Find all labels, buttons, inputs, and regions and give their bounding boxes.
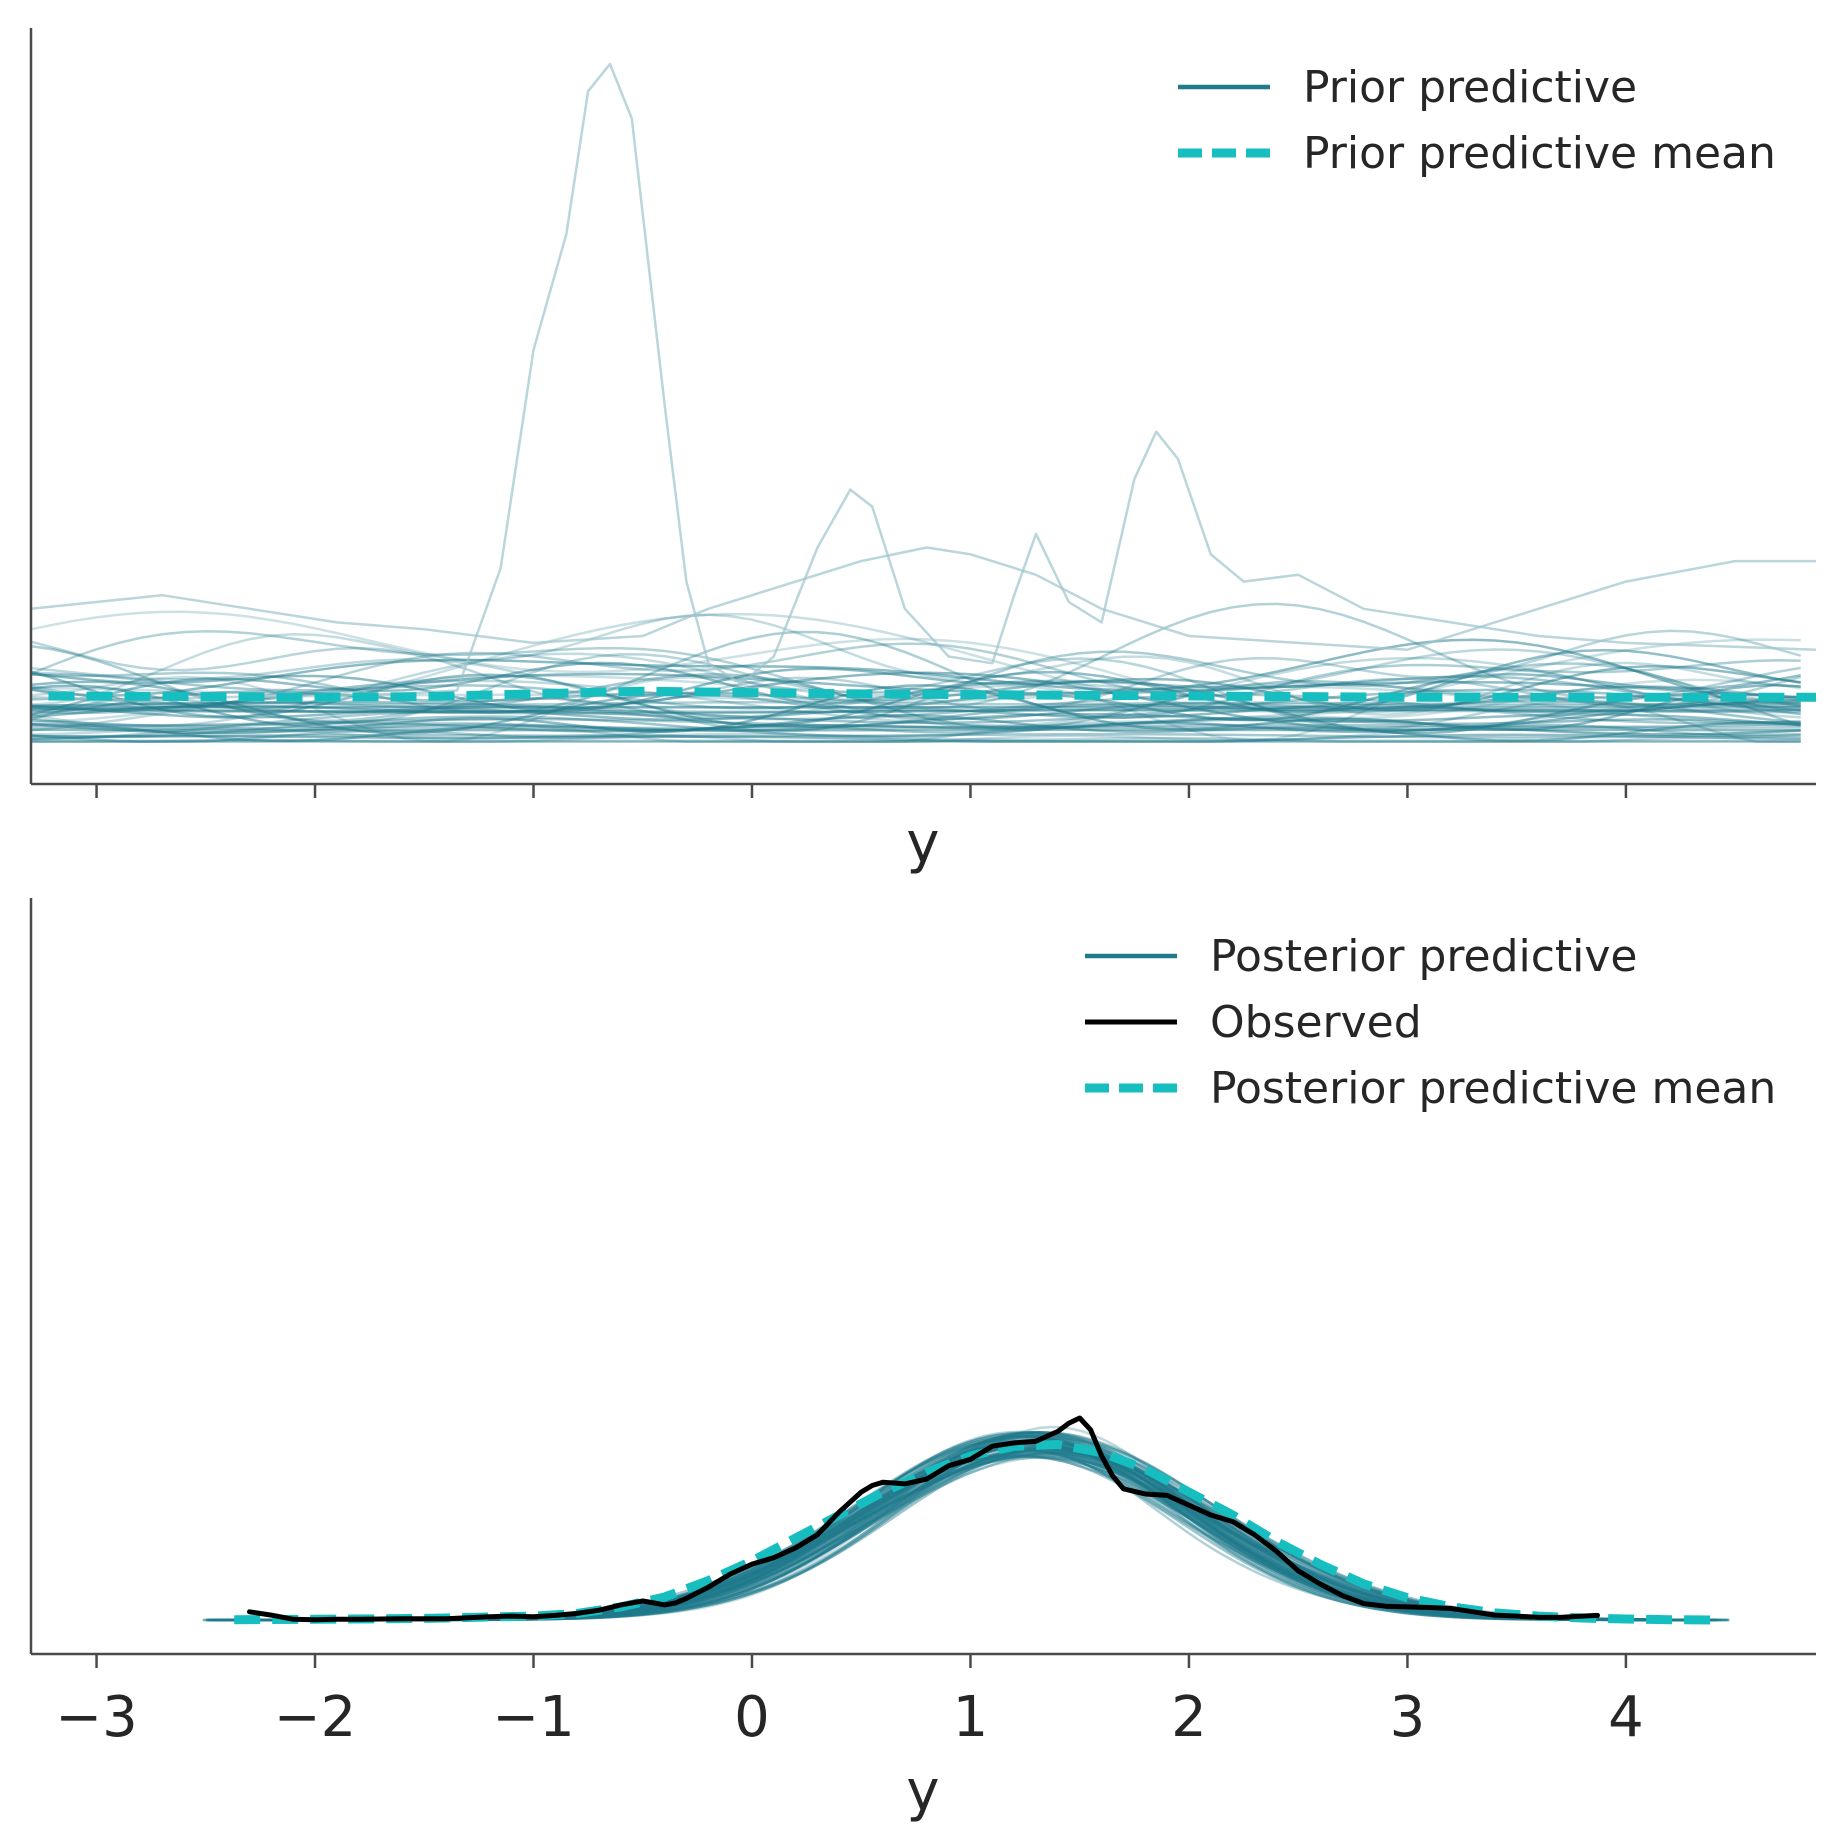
bottom-x-ticks: −3 −2 −1 0 1 2 3 4 [55,1654,1644,1750]
legend-label-posterior-predictive: Posterior predictive [1210,931,1638,982]
prior-predictive-draw [30,698,1801,721]
observed-path [247,1415,1600,1623]
bottom-panel: −3 −2 −1 0 1 2 3 4 y Posterior predictive Obser… [29,898,1816,1824]
top-x-axis-label: y [906,811,939,876]
prior-predictive-draw [30,672,1801,711]
posterior-predictive-draw [237,1451,1701,1622]
bottom-x-tick-label: 0 [734,1685,770,1750]
prior-predictive-draw [30,718,1801,733]
bottom-x-tick-label: 2 [1171,1685,1207,1750]
prior-predictive-draw [30,546,1816,651]
posterior-predictive-draw [253,1442,1728,1622]
bottom-x-tick-label: 1 [953,1685,989,1750]
posterior-predictive-draw [240,1455,1705,1622]
posterior-predictive-draw [259,1435,1647,1622]
posterior-predictive-draw [240,1450,1715,1622]
prior-predictive-draw [30,672,1801,710]
prior-predictive-draw [30,62,1817,702]
legend-label-prior-predictive-mean: Prior predictive mean [1303,128,1776,179]
bottom-x-tick-label: −1 [492,1685,575,1750]
prior-predictive-draw [30,700,1801,707]
prior-predictive-draw [30,661,1801,722]
posterior-predictive-draw [265,1442,1719,1622]
bottom-x-axis-label: y [906,1759,939,1824]
legend-label-posterior-predictive-mean: Posterior predictive mean [1210,1063,1776,1114]
posterior-predictive-draw [265,1441,1730,1622]
prior-predictive-draw [30,610,1801,720]
prior-predictive-draw [30,728,1801,732]
prior-predictive-draw [30,653,1801,743]
bottom-x-tick-label: 3 [1390,1685,1426,1750]
prior-predictive-draw [30,693,1801,741]
prior-predictive-highlight-draws [30,62,1817,702]
posterior-predictive-draw [235,1455,1689,1622]
prior-predictive-draw [30,688,1801,724]
posterior-predictive-draw [248,1453,1713,1622]
prior-predictive-draw [30,629,1802,712]
posterior-predictive-draw [252,1434,1728,1622]
prior-predictive-draw [30,668,1801,743]
top-legend: Prior predictive Prior predictive mean [1178,62,1776,179]
prior-predictive-draws [30,602,1802,743]
posterior-predictive-draw [253,1449,1674,1622]
prior-predictive-draw [30,700,1801,743]
bottom-legend: Posterior predictive Observed Posterior … [1085,931,1776,1114]
posterior-predictive-draw [225,1449,1711,1622]
prior-predictive-draw [30,638,1801,712]
prior-predictive-mean-path [48,686,1816,702]
top-x-ticks [95,784,1628,798]
prior-predictive-draw [30,718,1801,729]
prior-predictive-draw [31,709,1801,714]
prior-predictive-draw [30,648,1801,727]
top-panel: y Prior predictive Prior predictive mean [29,28,1817,876]
posterior-predictive-draw [257,1451,1678,1622]
bottom-x-tick-label: 4 [1608,1685,1644,1750]
prior-predictive-draw [30,707,1801,715]
prior-predictive-draw [30,648,1801,718]
legend-label-observed: Observed [1210,997,1422,1048]
prior-predictive-draw [30,602,1801,709]
legend-label-prior-predictive: Prior predictive [1303,62,1637,113]
prior-predictive-draw [31,732,1801,743]
bottom-x-tick-label: −3 [55,1685,138,1750]
observed-line [247,1415,1600,1623]
prior-predictive-draw [31,725,1801,730]
posterior-predictive-draw [262,1455,1705,1622]
posterior-predictive-draw [259,1452,1680,1622]
prior-predictive-draw [30,644,1802,733]
prior-predictive-draw [30,679,1801,732]
prior-predictive-draw [30,630,1801,720]
prior-predictive-draw [30,733,1801,743]
posterior-predictive-draw [252,1447,1717,1622]
bottom-x-tick-label: −2 [274,1685,357,1750]
prior-predictive-mean-line [48,686,1816,702]
posterior-predictive-draw [210,1454,1708,1622]
prior-predictive-draw [30,642,1802,708]
prior-predictive-draw [31,713,1801,743]
prior-predictive-draw [31,732,1801,739]
